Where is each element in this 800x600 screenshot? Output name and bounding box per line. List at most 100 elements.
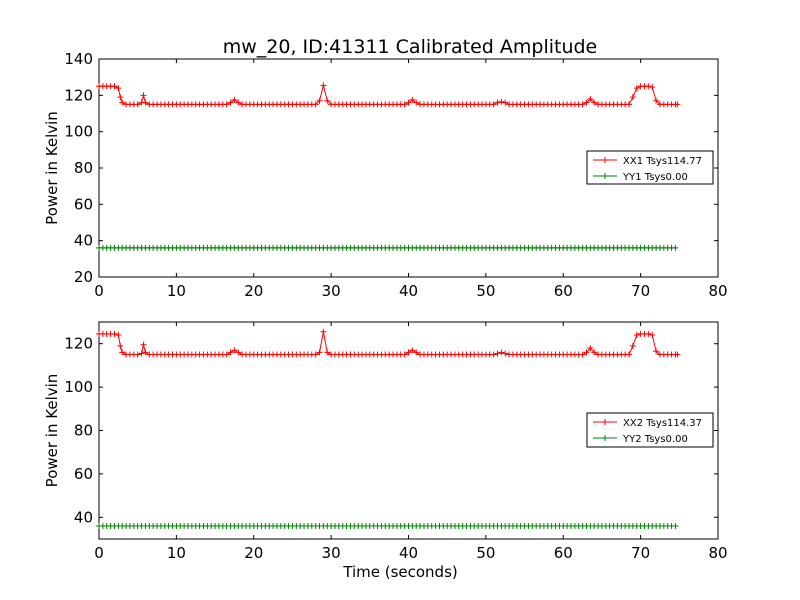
data-point-marker <box>324 97 331 104</box>
data-point-marker <box>409 96 416 103</box>
data-point-marker <box>587 95 594 102</box>
bottom-panel: 0 10 20 30 40 50 60 70 80 40 60 80 100 120 Power in Ke… <box>43 321 728 581</box>
data-point-marker <box>645 330 652 337</box>
x-tick-label: 40 <box>399 544 418 562</box>
data-point-marker <box>629 342 636 349</box>
x-tick-label: 10 <box>167 282 186 300</box>
y-tick-label: 40 <box>74 508 93 526</box>
x-tick-label: 0 <box>94 282 104 300</box>
data-point-marker <box>653 97 660 104</box>
x-tick-label: 80 <box>708 544 727 562</box>
data-point-marker <box>502 99 509 106</box>
data-point-marker <box>227 349 234 356</box>
y-tick-label: 140 <box>64 50 93 68</box>
data-point-marker <box>649 84 656 91</box>
data-point-marker <box>227 99 234 106</box>
x-axis-label: Time (seconds) <box>342 563 458 581</box>
x-tick-label: 20 <box>244 544 263 562</box>
data-point-marker <box>134 101 141 108</box>
legend-label: YY2 Tsys0.00 <box>622 434 688 445</box>
y-axis-label: Power in Kelvin <box>43 111 61 225</box>
data-point-marker <box>235 99 242 106</box>
data-point-marker <box>629 94 636 101</box>
x-tick-label: 0 <box>94 544 104 562</box>
data-point-marker <box>405 349 412 356</box>
data-point-marker <box>587 345 594 352</box>
data-point-marker <box>231 96 238 103</box>
y-tick-label: 20 <box>74 268 93 286</box>
x-tick-label: 30 <box>322 544 341 562</box>
legend: XX1 Tsys114.77 YY1 Tsys0.00 <box>586 150 714 185</box>
data-point-marker <box>672 244 679 251</box>
data-point-marker <box>413 349 420 356</box>
data-point-marker <box>111 330 118 337</box>
data-point-marker <box>490 101 497 108</box>
legend-label: XX1 Tsys114.77 <box>623 156 702 167</box>
series-yy <box>96 244 679 251</box>
data-point-marker <box>111 83 118 90</box>
data-point-marker <box>119 349 126 356</box>
y-tick-label: 60 <box>74 195 93 213</box>
data-point-marker <box>633 85 640 92</box>
data-point-marker <box>312 101 319 108</box>
series-yy <box>96 522 679 529</box>
series-xx <box>96 82 681 108</box>
legend-marker <box>602 173 608 179</box>
data-point-marker <box>626 351 633 358</box>
data-point-marker <box>653 348 660 355</box>
data-point-marker <box>633 332 640 339</box>
data-point-marker <box>115 85 122 92</box>
legend-marker <box>602 435 608 441</box>
x-tick-label: 80 <box>708 282 727 300</box>
data-point-marker <box>316 97 323 104</box>
data-point-marker <box>142 99 149 106</box>
data-point-marker <box>498 98 505 105</box>
data-point-marker <box>591 99 598 106</box>
x-tick-label: 30 <box>322 282 341 300</box>
legend-box <box>586 150 714 185</box>
legend-marker <box>602 419 608 425</box>
data-point-marker <box>405 99 412 106</box>
legend-box <box>586 412 714 448</box>
data-point-marker <box>579 351 586 358</box>
series-xx <box>96 328 681 358</box>
data-point-marker <box>409 347 416 354</box>
data-point-marker <box>579 101 586 108</box>
legend-marker <box>602 157 608 163</box>
y-tick-label: 80 <box>74 422 93 440</box>
data-point-marker <box>583 349 590 356</box>
data-point-marker <box>119 99 126 106</box>
y-tick-label: 100 <box>64 378 93 396</box>
y-tick-label: 40 <box>74 232 93 250</box>
data-point-marker <box>115 332 122 339</box>
y-tick-label: 100 <box>64 123 93 141</box>
data-point-marker <box>645 83 652 90</box>
data-point-marker <box>626 101 633 108</box>
y-axis-label: Power in Kelvin <box>43 374 61 488</box>
x-tick-label: 70 <box>631 544 650 562</box>
data-point-marker <box>134 351 141 358</box>
y-tick-label: 80 <box>74 159 93 177</box>
legend-label: YY1 Tsys0.00 <box>622 172 688 183</box>
data-point-marker <box>223 351 230 358</box>
data-point-marker <box>494 99 501 106</box>
data-point-marker <box>117 94 124 101</box>
data-point-marker <box>583 99 590 106</box>
x-tick-label: 60 <box>554 282 573 300</box>
data-point-marker <box>320 82 327 89</box>
chart-title: mw_20, ID:41311 Calibrated Amplitude <box>223 36 598 58</box>
x-tick-label: 60 <box>554 544 573 562</box>
data-point-marker <box>494 350 501 357</box>
data-point-marker <box>138 350 145 357</box>
x-tick-label: 50 <box>476 282 495 300</box>
data-point-marker <box>674 351 681 358</box>
data-point-marker <box>316 349 323 356</box>
data-point-marker <box>117 342 124 349</box>
data-point-marker <box>142 349 149 356</box>
x-tick-label: 70 <box>631 282 650 300</box>
top-panel: 0 10 20 30 40 50 60 70 80 20 40 60 80 100 120 140 Power … <box>43 50 728 300</box>
data-point-marker <box>674 101 681 108</box>
data-point-marker <box>649 332 656 339</box>
x-tick-label: 20 <box>244 282 263 300</box>
